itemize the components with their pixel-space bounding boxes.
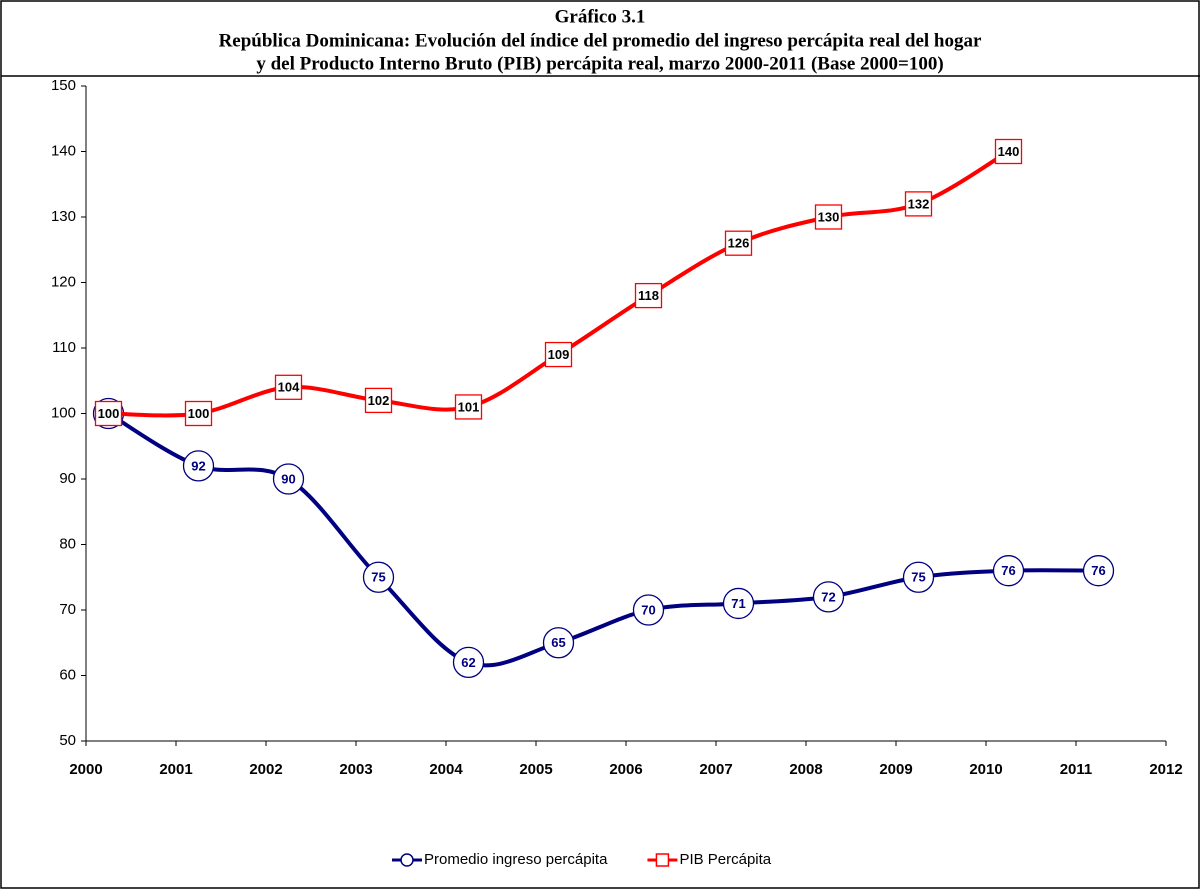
marker <box>274 374 303 400</box>
data-label: 65 <box>551 635 565 650</box>
data-label: 76 <box>1001 563 1015 578</box>
x-tick-label: 2003 <box>339 761 372 778</box>
data-label: 71 <box>731 596 745 611</box>
y-tick-label: 100 <box>51 404 76 421</box>
marker <box>904 191 933 217</box>
marker <box>992 555 1025 587</box>
legend-label: PIB Percápita <box>679 851 771 868</box>
data-label: 92 <box>191 458 205 473</box>
y-tick-label: 60 <box>59 666 76 683</box>
y-tick-label: 110 <box>52 339 76 356</box>
data-label: 118 <box>638 288 659 303</box>
x-tick-label: 2006 <box>609 761 642 778</box>
x-tick-label: 2009 <box>879 761 912 778</box>
data-label: 100 <box>98 406 120 421</box>
data-label: 126 <box>728 236 750 251</box>
marker <box>812 581 845 613</box>
y-tick-label: 70 <box>59 601 76 618</box>
marker <box>184 400 213 427</box>
y-tick-label: 50 <box>59 732 76 749</box>
chart-title: Gráfico 3.1 <box>555 6 646 27</box>
marker <box>722 587 755 620</box>
data-label: 62 <box>461 655 475 670</box>
marker <box>544 341 573 368</box>
marker <box>814 204 843 230</box>
x-tick-label: 2008 <box>789 761 822 778</box>
legend-marker <box>655 853 670 867</box>
marker <box>94 400 123 427</box>
y-tick-label: 80 <box>59 535 76 552</box>
marker <box>452 646 485 679</box>
marker <box>272 463 305 495</box>
x-tick-label: 2005 <box>519 761 552 778</box>
data-label: 140 <box>998 144 1020 159</box>
chart-title: República Dominicana: Evolución del índi… <box>219 30 982 51</box>
x-tick-label: 2010 <box>969 761 1002 778</box>
data-label: 75 <box>371 570 385 585</box>
data-label: 70 <box>641 602 655 617</box>
data-label: 90 <box>281 471 295 486</box>
marker <box>362 561 395 593</box>
marker <box>542 627 575 659</box>
data-label: 72 <box>821 589 835 604</box>
legend-label: Promedio ingreso percápita <box>424 851 608 868</box>
y-tick-label: 120 <box>51 273 76 290</box>
x-tick-label: 2004 <box>429 761 463 778</box>
data-label: 130 <box>818 209 840 224</box>
x-tick-label: 2007 <box>699 761 732 778</box>
marker <box>724 230 753 256</box>
data-label: 100 <box>188 406 210 421</box>
marker <box>902 561 935 593</box>
y-tick-label: 150 <box>51 77 76 94</box>
marker <box>182 450 215 482</box>
data-label: 75 <box>911 570 925 585</box>
marker <box>632 594 665 626</box>
data-label: 101 <box>458 399 480 414</box>
x-tick-label: 2000 <box>69 761 102 778</box>
data-label: 104 <box>278 380 300 395</box>
y-tick-label: 130 <box>51 208 76 225</box>
x-tick-label: 2001 <box>159 761 192 778</box>
y-tick-label: 140 <box>51 142 76 159</box>
data-label: 102 <box>368 393 390 408</box>
x-tick-label: 2011 <box>1060 761 1093 778</box>
x-tick-label: 2012 <box>1149 761 1182 778</box>
data-label: 109 <box>548 347 570 362</box>
marker <box>634 282 663 309</box>
marker <box>994 138 1023 165</box>
legend-marker <box>400 853 414 867</box>
data-label: 132 <box>908 196 930 211</box>
marker <box>364 387 393 414</box>
marker <box>454 394 483 420</box>
x-tick-label: 2002 <box>249 761 282 778</box>
chart-title: y del Producto Interno Bruto (PIB) percá… <box>256 53 943 74</box>
data-label: 76 <box>1091 563 1105 578</box>
marker <box>1082 555 1115 587</box>
y-tick-label: 90 <box>59 470 76 487</box>
